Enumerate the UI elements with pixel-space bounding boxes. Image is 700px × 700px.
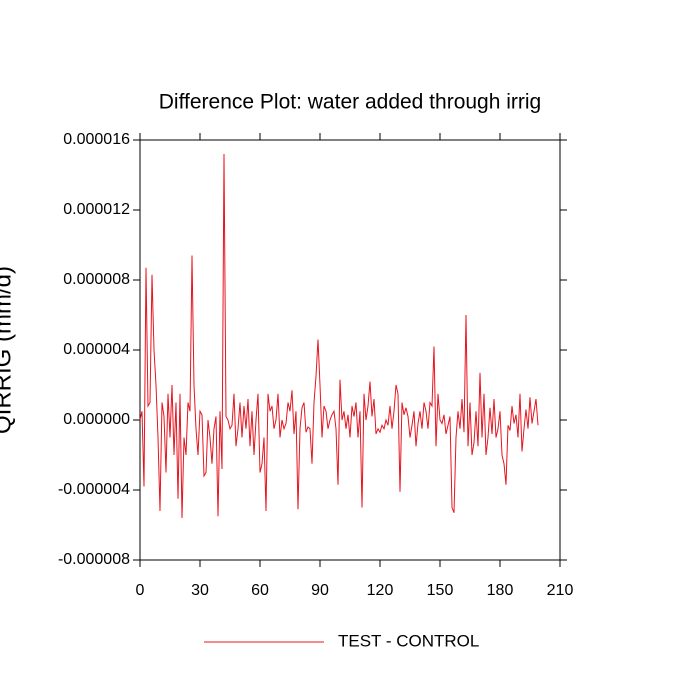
- legend-label: TEST - CONTROL: [338, 631, 479, 650]
- y-axis-label: QIRRIG (mm/d): [0, 266, 16, 434]
- x-tick-label: 60: [251, 582, 269, 599]
- y-tick-label: 0.000016: [63, 131, 130, 148]
- y-tick-label: 0.000004: [63, 341, 130, 358]
- y-tick-label: 0.000012: [63, 201, 130, 218]
- chart-title: Difference Plot: water added through irr…: [159, 91, 542, 114]
- x-tick-label: 30: [191, 582, 209, 599]
- data-line: [139, 153, 539, 519]
- x-tick-label: 150: [427, 582, 454, 599]
- y-tick-label: -0.000008: [58, 551, 130, 568]
- plot-frame: [139, 139, 561, 561]
- x-tick-label: 180: [487, 582, 514, 599]
- x-tick-label: 90: [311, 582, 329, 599]
- y-tick-label: 0.000008: [63, 271, 130, 288]
- y-tick-label: 0.000000: [63, 411, 130, 428]
- x-tick-label: 210: [547, 582, 574, 599]
- y-tick-label: -0.000004: [58, 481, 130, 498]
- x-tick-label: 0: [136, 582, 145, 599]
- x-tick-label: 120: [367, 582, 394, 599]
